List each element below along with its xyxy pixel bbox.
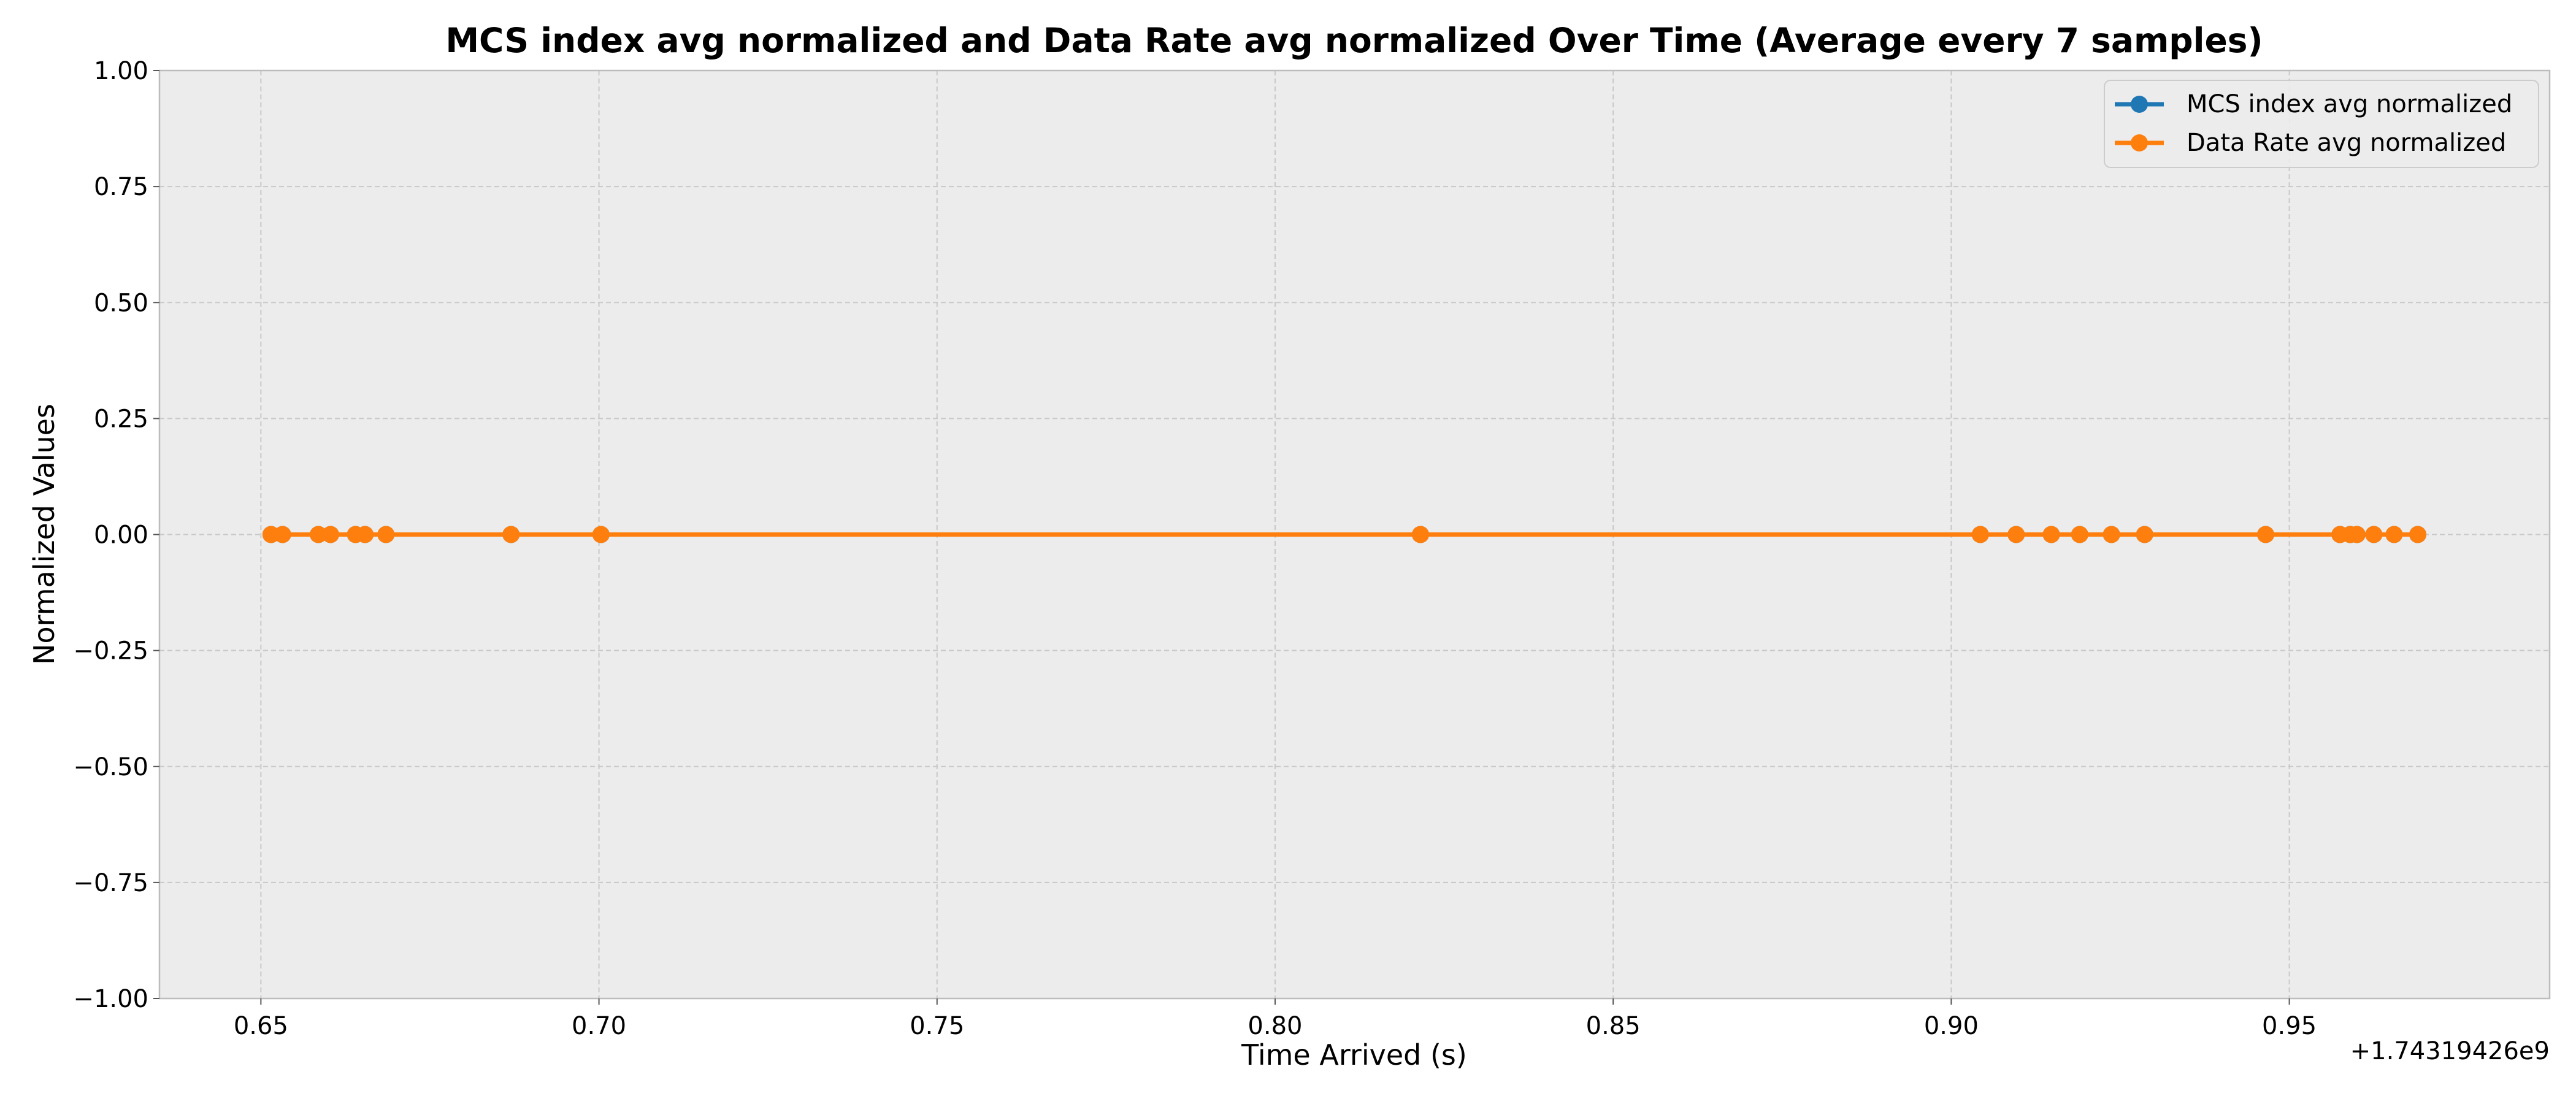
data-point (2136, 526, 2153, 543)
data-point (1411, 526, 1429, 543)
legend: MCS index avg normalized Data Rate avg n… (2104, 80, 2539, 168)
y-tick-label: 0.00 (94, 521, 148, 550)
y-tick-label: 0.25 (94, 405, 148, 433)
legend-label-datarate: Data Rate avg normalized (2187, 129, 2506, 157)
y-axis-label: Normalized Values (28, 404, 61, 665)
data-point (2007, 526, 2025, 543)
data-point (2256, 526, 2274, 543)
x-tick-label: 0.85 (1586, 1012, 1641, 1040)
y-tick-label: 0.75 (94, 173, 148, 201)
data-point (356, 526, 374, 543)
y-axis-ticks: −1.00 −0.75 −0.50 −0.25 0.00 0.25 0.50 0.75 1.00 (73, 57, 159, 1013)
y-tick-label: −0.25 (73, 637, 148, 665)
data-point (310, 526, 328, 543)
data-point (377, 526, 395, 543)
chart-title: MCS index avg normalized and Data Rate a… (445, 21, 2263, 60)
legend-marker-mcs (2131, 96, 2148, 113)
data-point (321, 526, 339, 543)
legend-marker-datarate (2131, 134, 2148, 151)
x-axis-offset: +1.74319426e9 (2350, 1037, 2550, 1065)
x-tick-label: 0.80 (1248, 1012, 1302, 1040)
y-tick-label: −1.00 (73, 985, 148, 1013)
data-point (502, 526, 520, 543)
data-point (2348, 526, 2366, 543)
legend-label-mcs: MCS index avg normalized (2187, 90, 2512, 118)
x-tick-label: 0.75 (910, 1012, 964, 1040)
x-axis-ticks: 0.65 0.70 0.75 0.80 0.85 0.90 0.95 (234, 999, 2317, 1040)
data-point (274, 526, 291, 543)
series-data-rate (262, 526, 2427, 543)
x-axis-label: Time Arrived (s) (1241, 1038, 1467, 1071)
series-layer (262, 526, 2427, 543)
x-tick-label: 0.70 (572, 1012, 626, 1040)
data-point (592, 526, 610, 543)
data-point (2385, 526, 2403, 543)
data-point (2103, 526, 2120, 543)
y-tick-label: −0.75 (73, 869, 148, 897)
data-point (2071, 526, 2088, 543)
x-tick-label: 0.90 (1924, 1012, 1979, 1040)
x-tick-label: 0.95 (2262, 1012, 2317, 1040)
data-point (2409, 526, 2427, 543)
data-point (2042, 526, 2060, 543)
data-point (2365, 526, 2383, 543)
x-tick-label: 0.65 (234, 1012, 288, 1040)
data-point (1971, 526, 1989, 543)
legend-box (2104, 80, 2539, 168)
y-tick-label: 0.50 (94, 289, 148, 317)
y-tick-label: −0.50 (73, 753, 148, 781)
y-tick-label: 1.00 (94, 57, 148, 85)
